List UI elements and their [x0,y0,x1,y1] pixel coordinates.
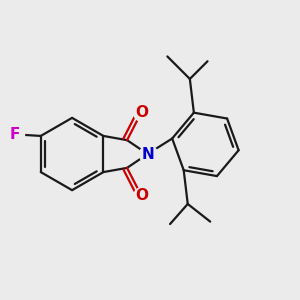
Text: O: O [135,188,148,203]
Text: N: N [141,146,154,161]
Text: O: O [135,104,148,119]
Text: F: F [10,127,20,142]
